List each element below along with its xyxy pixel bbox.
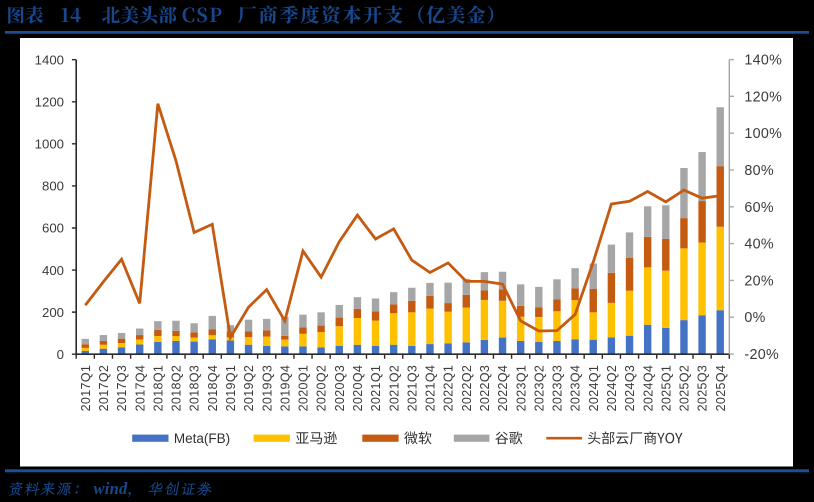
svg-text:1000: 1000 [35,137,64,152]
svg-text:2021Q3: 2021Q3 [405,365,419,412]
svg-text:2021Q1: 2021Q1 [369,365,383,412]
svg-text:2018Q3: 2018Q3 [188,365,202,412]
svg-text:wind: wind [94,479,129,498]
svg-text:2022Q3: 2022Q3 [478,365,492,412]
svg-text:2022Q2: 2022Q2 [460,365,474,412]
svg-text:800: 800 [42,179,64,194]
svg-text:2019Q2: 2019Q2 [242,365,256,412]
svg-text:2017Q3: 2017Q3 [115,365,129,412]
svg-text:120%: 120% [744,89,782,105]
svg-text:600: 600 [42,221,64,236]
svg-text:2024Q1: 2024Q1 [587,365,601,412]
svg-text:2018Q1: 2018Q1 [151,365,165,412]
svg-text:2019Q4: 2019Q4 [278,365,292,412]
svg-text:2017Q1: 2017Q1 [79,365,93,412]
svg-text:2020Q1: 2020Q1 [297,365,311,412]
svg-text:2024Q3: 2024Q3 [623,365,637,412]
svg-text:2019Q3: 2019Q3 [260,365,274,412]
svg-text:2023Q1: 2023Q1 [514,365,528,412]
svg-text:2023Q4: 2023Q4 [569,365,583,412]
svg-text:-20%: -20% [744,347,779,363]
svg-text:Meta(FB): Meta(FB) [174,431,230,446]
svg-text:2025Q4: 2025Q4 [714,365,728,412]
svg-text:2021Q4: 2021Q4 [424,365,438,412]
svg-text:2020Q2: 2020Q2 [315,365,329,412]
svg-text:400: 400 [42,263,64,278]
svg-text:2024Q4: 2024Q4 [641,365,655,412]
svg-text:2025Q1: 2025Q1 [659,365,673,412]
svg-text:0%: 0% [744,310,765,326]
svg-text:2018Q4: 2018Q4 [206,365,220,412]
svg-text:100%: 100% [744,126,782,142]
svg-text:200: 200 [42,305,64,320]
svg-text:140%: 140% [744,53,782,69]
svg-text:40%: 40% [744,237,774,253]
svg-text:2022Q4: 2022Q4 [496,365,510,412]
svg-text:1400: 1400 [35,52,64,67]
svg-text:2018Q2: 2018Q2 [170,365,184,412]
svg-text:2023Q3: 2023Q3 [551,365,565,412]
svg-text:0: 0 [57,347,64,362]
svg-text:1200: 1200 [35,95,64,110]
svg-text:20%: 20% [744,273,774,289]
svg-text:2025Q3: 2025Q3 [696,365,710,412]
svg-text:2020Q3: 2020Q3 [333,365,347,412]
svg-text:2019Q1: 2019Q1 [224,365,238,412]
svg-text:2024Q2: 2024Q2 [605,365,619,412]
svg-text:2020Q4: 2020Q4 [351,365,365,412]
svg-text:60%: 60% [744,200,774,216]
svg-text:80%: 80% [744,163,774,179]
svg-text:2021Q2: 2021Q2 [387,365,401,412]
svg-text:2022Q1: 2022Q1 [442,365,456,412]
svg-text:2025Q2: 2025Q2 [678,365,692,412]
svg-text:2017Q4: 2017Q4 [133,365,147,412]
svg-text:2023Q2: 2023Q2 [532,365,546,412]
svg-text:2017Q2: 2017Q2 [97,365,111,412]
